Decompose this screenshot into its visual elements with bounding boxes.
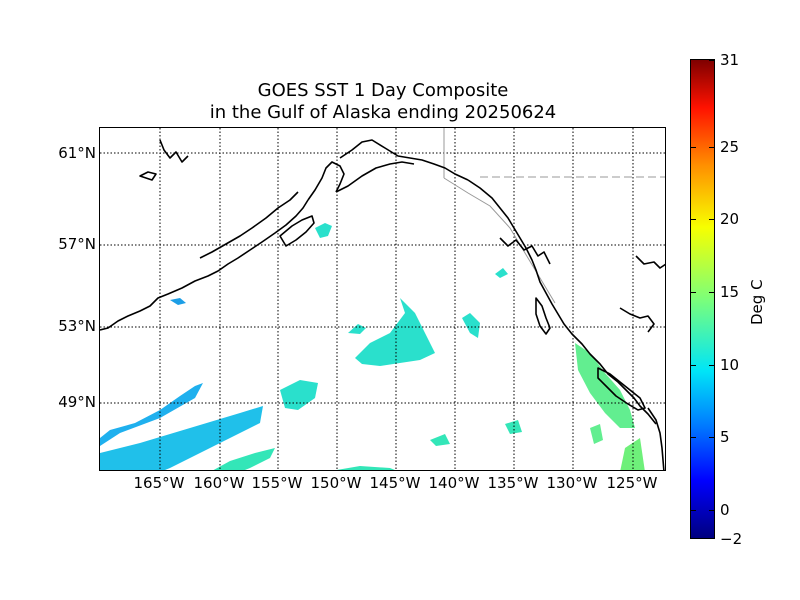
lon-label-135w: 135°W bbox=[487, 474, 539, 492]
kenai-coast bbox=[335, 161, 415, 193]
lat-label-57n: 57°N bbox=[58, 235, 96, 253]
sst-patch-southwest-lower bbox=[100, 406, 263, 470]
map-canvas bbox=[100, 128, 665, 470]
alaska-peninsula-north-coast bbox=[199, 191, 299, 259]
colorbar-tickmark bbox=[709, 365, 715, 366]
northern-mainland-right bbox=[635, 255, 665, 269]
colorbar-tickmark bbox=[690, 510, 696, 511]
political-borders bbox=[443, 128, 665, 304]
sst-patches bbox=[100, 223, 645, 470]
alaska-northwest-inland bbox=[139, 171, 157, 181]
interior-coast-east bbox=[619, 307, 655, 333]
sst-patch-south-central bbox=[213, 448, 275, 470]
lat-label-53n: 53°N bbox=[58, 317, 96, 335]
kodiak-island bbox=[279, 215, 315, 247]
lat-label-49n: 49°N bbox=[58, 393, 96, 411]
alaska-panhandle-border bbox=[443, 177, 556, 304]
alaska-peninsula-coast bbox=[100, 199, 309, 331]
colorbar-tick-10: 10 bbox=[720, 356, 740, 374]
colorbar-tickmark bbox=[709, 147, 715, 148]
graticule bbox=[100, 128, 665, 470]
map-title-line-2: in the Gulf of Alaska ending 20250624 bbox=[209, 102, 557, 123]
colorbar-tick-15: 15 bbox=[720, 283, 740, 301]
colorbar-tick-31: 31 bbox=[720, 51, 740, 69]
cook-inlet-coast bbox=[307, 161, 345, 201]
colorbar-tick-minus-2: −2 bbox=[720, 530, 743, 548]
sst-patch-central bbox=[355, 298, 435, 366]
colorbar-tickmark bbox=[709, 510, 715, 511]
colorbar-tickmark bbox=[690, 292, 696, 293]
haida-gwaii bbox=[535, 297, 551, 335]
southeast-alaska-coast bbox=[467, 179, 657, 425]
washington-coast bbox=[647, 407, 665, 470]
sst-patch-offshore-green bbox=[590, 424, 603, 444]
colorbar-tick-0: 0 bbox=[720, 501, 730, 519]
lat-label-61n: 61°N bbox=[58, 144, 96, 162]
lon-label-145w: 145°W bbox=[369, 474, 421, 492]
lon-label-140w: 140°W bbox=[428, 474, 480, 492]
sst-patch-mid-small bbox=[495, 268, 508, 278]
coastlines bbox=[100, 139, 665, 470]
lon-label-160w: 160°W bbox=[193, 474, 245, 492]
lon-label-150w: 150°W bbox=[310, 474, 362, 492]
colorbar-tickmark bbox=[690, 219, 696, 220]
sst-patch-alaska-pen bbox=[170, 298, 186, 305]
colorbar-tickmark bbox=[690, 147, 696, 148]
map-plot-area bbox=[99, 127, 666, 471]
colorbar-tick-5: 5 bbox=[720, 428, 730, 446]
western-islands bbox=[159, 139, 189, 163]
colorbar-label: Deg C bbox=[748, 279, 766, 325]
sst-patch-mid-small-2 bbox=[462, 313, 480, 338]
colorbar-tick-20: 20 bbox=[720, 210, 740, 228]
lon-label-165w: 165°W bbox=[133, 474, 185, 492]
lon-label-125w: 125°W bbox=[606, 474, 658, 492]
colorbar bbox=[690, 59, 715, 539]
sst-patch-south-edge bbox=[336, 466, 395, 470]
colorbar-tickmark bbox=[709, 60, 715, 61]
sst-patch-central-west bbox=[348, 324, 366, 334]
sst-patch-south-small bbox=[430, 434, 450, 446]
lon-label-155w: 155°W bbox=[251, 474, 303, 492]
colorbar-tickmark bbox=[709, 437, 715, 438]
colorbar-tickmark bbox=[690, 365, 696, 366]
vancouver-island bbox=[597, 367, 646, 411]
sst-patch-southwest bbox=[100, 383, 203, 446]
colorbar-tickmark bbox=[709, 292, 715, 293]
prince-william-sound-coast bbox=[339, 139, 469, 181]
sst-patch-mid-south bbox=[280, 380, 318, 410]
islands-southeast-cluster bbox=[499, 237, 551, 265]
colorbar-tick-25: 25 bbox=[720, 138, 740, 156]
lon-label-130w: 130°W bbox=[546, 474, 598, 492]
map-title-line-1: GOES SST 1 Day Composite bbox=[257, 80, 509, 101]
colorbar-tickmark bbox=[690, 437, 696, 438]
colorbar-tickmark bbox=[709, 219, 715, 220]
sst-patch-northwest-small bbox=[315, 223, 332, 238]
